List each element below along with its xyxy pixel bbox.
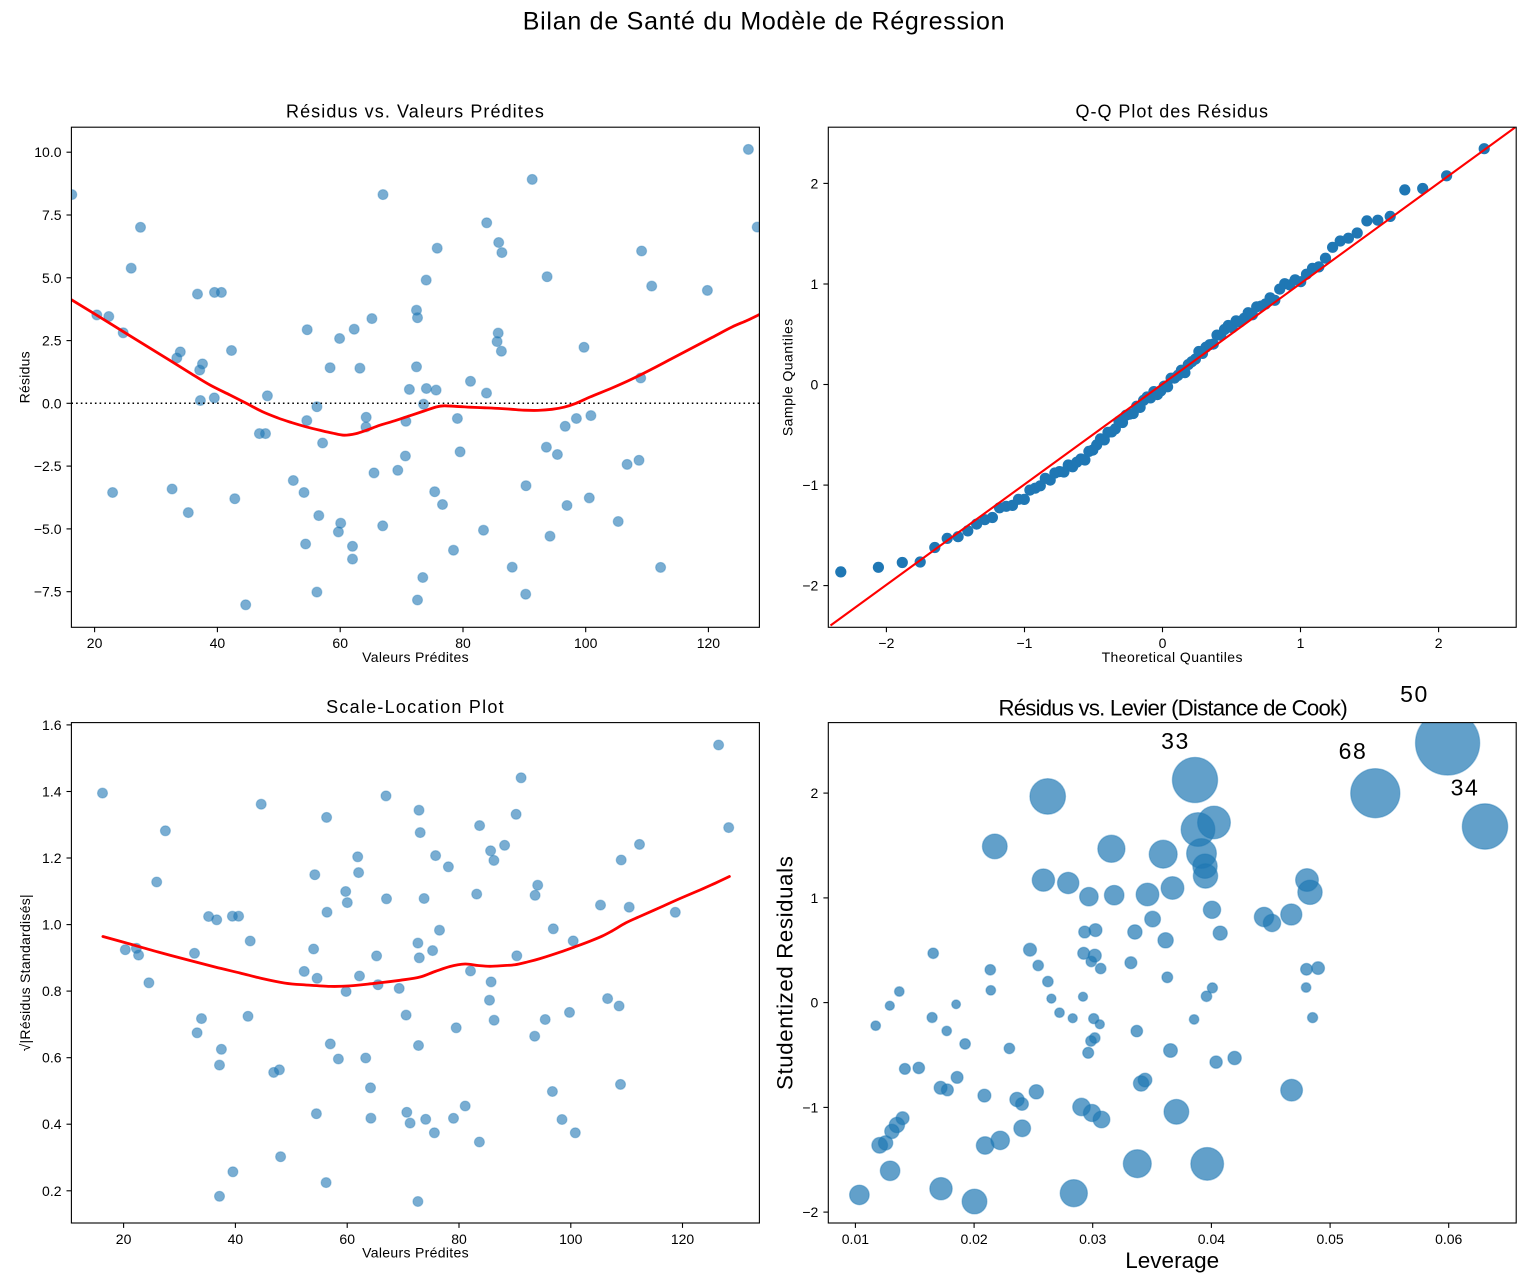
svg-text:Résidus: Résidus bbox=[17, 351, 33, 403]
svg-text:1: 1 bbox=[811, 890, 819, 906]
svg-text:120: 120 bbox=[671, 1231, 695, 1247]
svg-text:34: 34 bbox=[1451, 775, 1480, 801]
svg-text:Résidus vs. Valeurs Prédites: Résidus vs. Valeurs Prédites bbox=[286, 102, 545, 122]
svg-text:5.0: 5.0 bbox=[42, 270, 62, 286]
svg-text:−2: −2 bbox=[802, 1204, 818, 1220]
svg-text:40: 40 bbox=[228, 1231, 244, 1247]
svg-text:0: 0 bbox=[1159, 635, 1167, 651]
svg-text:100: 100 bbox=[574, 635, 598, 651]
svg-text:0.2: 0.2 bbox=[42, 1183, 62, 1199]
svg-text:20: 20 bbox=[116, 1231, 132, 1247]
svg-text:2: 2 bbox=[811, 175, 819, 191]
svg-text:1: 1 bbox=[1297, 635, 1305, 651]
svg-text:Sample Quantiles: Sample Quantiles bbox=[780, 318, 796, 436]
svg-text:1.0: 1.0 bbox=[42, 917, 62, 933]
svg-text:0: 0 bbox=[811, 377, 819, 393]
svg-text:0.4: 0.4 bbox=[42, 1116, 62, 1132]
svg-text:2: 2 bbox=[811, 785, 819, 801]
svg-text:−1: −1 bbox=[1016, 635, 1032, 651]
svg-text:−2: −2 bbox=[878, 635, 894, 651]
svg-text:Theoretical Quantiles: Theoretical Quantiles bbox=[1102, 649, 1243, 665]
svg-text:7.5: 7.5 bbox=[42, 207, 62, 223]
svg-text:−7.5: −7.5 bbox=[34, 584, 62, 600]
svg-text:80: 80 bbox=[451, 1231, 467, 1247]
svg-text:Scale-Location Plot: Scale-Location Plot bbox=[326, 697, 505, 717]
svg-text:−1: −1 bbox=[802, 477, 818, 493]
svg-text:0.05: 0.05 bbox=[1316, 1231, 1343, 1247]
svg-text:0.0: 0.0 bbox=[42, 395, 62, 411]
svg-text:10.0: 10.0 bbox=[34, 144, 61, 160]
svg-text:−2.5: −2.5 bbox=[34, 458, 62, 474]
svg-text:0.04: 0.04 bbox=[1198, 1231, 1225, 1247]
svg-text:68: 68 bbox=[1339, 738, 1368, 764]
svg-text:80: 80 bbox=[455, 635, 471, 651]
svg-text:Valeurs Prédites: Valeurs Prédites bbox=[362, 1245, 469, 1261]
svg-text:0.06: 0.06 bbox=[1435, 1231, 1462, 1247]
svg-text:Bilan de Santé du Modèle de Ré: Bilan de Santé du Modèle de Régression bbox=[523, 7, 1006, 35]
svg-text:−2: −2 bbox=[802, 578, 818, 594]
svg-text:√|Résidus Standardisés|: √|Résidus Standardisés| bbox=[17, 894, 33, 1051]
svg-text:120: 120 bbox=[697, 635, 721, 651]
svg-text:2: 2 bbox=[1435, 635, 1443, 651]
svg-text:1.2: 1.2 bbox=[42, 850, 62, 866]
svg-text:1.4: 1.4 bbox=[42, 784, 62, 800]
svg-text:1.6: 1.6 bbox=[42, 717, 62, 733]
svg-text:60: 60 bbox=[339, 1231, 355, 1247]
svg-text:33: 33 bbox=[1161, 728, 1190, 754]
svg-text:Q-Q Plot des Résidus: Q-Q Plot des Résidus bbox=[1076, 102, 1269, 122]
svg-text:0: 0 bbox=[811, 995, 819, 1011]
svg-text:40: 40 bbox=[210, 635, 226, 651]
svg-text:1: 1 bbox=[811, 276, 819, 292]
svg-text:100: 100 bbox=[559, 1231, 583, 1247]
svg-text:50: 50 bbox=[1400, 681, 1429, 707]
svg-text:60: 60 bbox=[332, 635, 348, 651]
svg-text:0.02: 0.02 bbox=[960, 1231, 987, 1247]
svg-text:20: 20 bbox=[87, 635, 103, 651]
svg-text:−5.0: −5.0 bbox=[34, 521, 62, 537]
svg-text:Studentized Residuals: Studentized Residuals bbox=[773, 856, 798, 1090]
svg-text:0.6: 0.6 bbox=[42, 1050, 62, 1066]
svg-text:0.8: 0.8 bbox=[42, 983, 62, 999]
svg-text:2.5: 2.5 bbox=[42, 333, 62, 349]
svg-text:Leverage: Leverage bbox=[1125, 1248, 1219, 1273]
svg-text:Valeurs Prédites: Valeurs Prédites bbox=[362, 649, 469, 665]
svg-text:Résidus vs. Levier (Distance d: Résidus vs. Levier (Distance de Cook) bbox=[998, 695, 1347, 720]
svg-text:−1: −1 bbox=[802, 1099, 818, 1115]
svg-text:0.01: 0.01 bbox=[842, 1231, 869, 1247]
svg-text:0.03: 0.03 bbox=[1079, 1231, 1106, 1247]
